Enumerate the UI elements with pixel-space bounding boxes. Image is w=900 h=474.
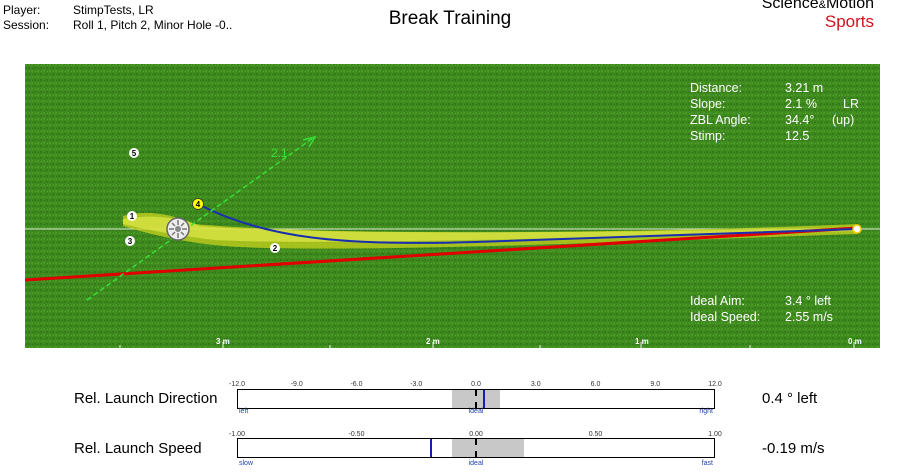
stimp-label: Stimp: xyxy=(690,129,726,143)
meter-tick-label: 9.0 xyxy=(650,381,661,388)
launch-speed-label: Rel. Launch Speed xyxy=(74,440,202,457)
ball-icon xyxy=(166,217,190,241)
ideal-speed-value: 2.55 m/s xyxy=(785,310,833,324)
ideal-aim-label: Ideal Aim: xyxy=(690,294,745,308)
putt-marker-4: 4 xyxy=(192,198,204,210)
ideal-speed-label: Ideal Speed: xyxy=(690,310,761,324)
svg-text:3: 3 xyxy=(128,237,133,246)
svg-text:5: 5 xyxy=(132,149,137,158)
svg-text:4: 4 xyxy=(196,200,201,209)
speed-ideal-label: ideal xyxy=(468,460,484,467)
tolerance-band xyxy=(452,439,524,457)
putting-green-view: 2.1 1 2 3 4 5 xyxy=(25,64,880,348)
page-title: Break Training xyxy=(388,8,512,29)
meter-tick-label: 0.00 xyxy=(469,431,483,438)
ideal-line xyxy=(475,390,477,408)
direction-ideal-label: ideal xyxy=(468,408,484,415)
launch-speed-meter xyxy=(237,438,715,458)
stimp-value: 12.5 xyxy=(785,129,810,143)
zbl-angle-label: ZBL Angle: xyxy=(690,113,751,127)
launch-direction-label: Rel. Launch Direction xyxy=(74,390,218,407)
putt-path xyxy=(197,203,858,244)
scale-label-3m: 3 m xyxy=(216,337,230,346)
logo-sports: Sports xyxy=(824,12,874,31)
player-label: Player: xyxy=(3,3,41,17)
launch-speed-marker xyxy=(429,439,432,457)
slope-arrow-label: 2.1 xyxy=(271,146,288,160)
svg-text:2: 2 xyxy=(273,244,278,253)
meter-tick-label: -0.50 xyxy=(348,431,365,438)
ideal-aim-line xyxy=(25,226,858,282)
distance-scale xyxy=(119,342,855,348)
putt-marker-3: 3 xyxy=(125,236,135,246)
slope-arrow xyxy=(86,137,314,301)
scale-label-1m: 1 m xyxy=(635,337,649,346)
logo: Science&Motion xyxy=(761,0,874,12)
player-value: StimpTests, LR xyxy=(73,3,154,17)
scale-label-2m: 2 m xyxy=(426,337,440,346)
ideal-aim-value: 3.4 ° left xyxy=(785,294,831,308)
direction-left-end: left xyxy=(239,408,249,415)
slope-label: Slope: xyxy=(690,97,726,111)
session-value: Roll 1, Pitch 2, Minor Hole -0.. xyxy=(73,18,233,32)
meter-tick-label: 1.00 xyxy=(708,431,722,438)
meter-tick-label: -3.0 xyxy=(410,381,423,388)
green-surface xyxy=(25,64,880,348)
putt-marker-5: 5 xyxy=(129,148,139,158)
launch-direction-marker xyxy=(482,390,485,408)
ideal-line xyxy=(475,439,477,457)
hole-icon xyxy=(852,224,862,234)
meter-tick-label: -9.0 xyxy=(290,381,303,388)
scale-label-0m: 0 m xyxy=(848,337,862,346)
putt-marker-2: 2 xyxy=(270,243,280,253)
meter-tick-label: -6.0 xyxy=(350,381,363,388)
meter-tick-label: 6.0 xyxy=(590,381,601,388)
launch-speed-result: -0.19 m/s xyxy=(762,440,825,457)
meter-tick-label: -1.00 xyxy=(229,431,245,438)
slope-value: 2.1 % xyxy=(785,97,817,111)
distance-label: Distance: xyxy=(690,81,743,95)
zbl-angle-direction: (up) xyxy=(832,113,855,127)
launch-direction-result: 0.4 ° left xyxy=(762,390,818,407)
svg-text:1: 1 xyxy=(130,212,135,221)
speed-fast-end: fast xyxy=(701,460,713,467)
speed-slow-end: slow xyxy=(239,460,254,467)
meter-tick-label: -12.0 xyxy=(229,381,245,388)
slope-direction: LR xyxy=(843,97,859,111)
direction-right-end: right xyxy=(699,408,713,415)
launch-direction-meter xyxy=(237,389,715,409)
meter-tick-label: 3.0 xyxy=(530,381,541,388)
putt-marker-1: 1 xyxy=(127,211,137,221)
meter-tick-label: 0.0 xyxy=(471,381,481,388)
meter-tick-label: 12.0 xyxy=(708,381,722,388)
session-label: Session: xyxy=(3,18,50,32)
zbl-angle-value: 34.4° xyxy=(785,113,815,127)
distance-value: 3.21 m xyxy=(785,81,824,95)
meter-tick-label: 0.50 xyxy=(588,431,603,438)
